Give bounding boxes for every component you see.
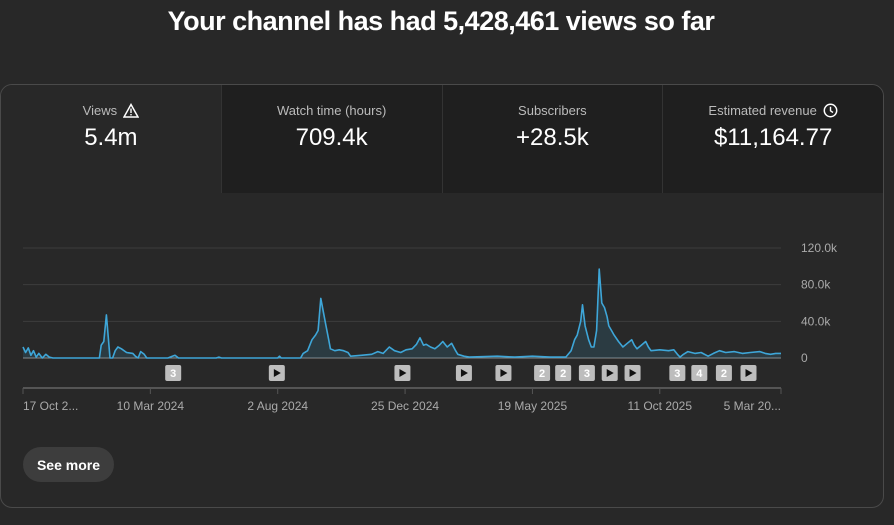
marker-box: [165, 365, 182, 381]
marker-box: [555, 365, 572, 381]
tab-label: Views: [82, 102, 118, 118]
views-chart: 120.0k 80.0k 40.0k 0 3 2 2 3 3 4 2 17 Oct 2... 10 Ma…: [22, 241, 838, 413]
videos-count-marker[interactable]: 4: [691, 365, 708, 381]
marker-box: [691, 365, 708, 381]
see-more-button[interactable]: See more: [23, 447, 114, 482]
videos-count-marker[interactable]: 2: [534, 365, 551, 381]
tab-value: 5.4m: [84, 124, 138, 151]
tab-revenue[interactable]: Estimated revenue $11,164.77: [662, 85, 883, 193]
marker-count: 3: [584, 368, 590, 380]
play-icon: [460, 369, 468, 377]
tab-views[interactable]: Views 5.4m: [1, 85, 221, 193]
marker-count: 3: [674, 368, 680, 380]
videos-count-marker[interactable]: 3: [578, 365, 595, 381]
x-tick-label: 25 Dec 2024: [371, 399, 439, 413]
x-tick-label: 2 Aug 2024: [247, 399, 308, 413]
series-area: [23, 269, 781, 358]
marker-count: 3: [170, 368, 176, 380]
videos-count-marker[interactable]: 2: [555, 365, 572, 381]
x-tick-label: 11 Oct 2025: [628, 399, 693, 413]
video-marker[interactable]: [394, 365, 411, 381]
play-icon: [273, 369, 281, 377]
tab-label: Watch time (hours): [276, 102, 387, 118]
video-marker[interactable]: [455, 365, 472, 381]
y-tick-label: 40.0k: [801, 314, 831, 328]
clock-icon: [823, 103, 838, 117]
marker-count: 2: [539, 368, 545, 380]
x-tick-label: 5 Mar 20...: [724, 399, 781, 413]
tab-label: Subscribers: [518, 102, 587, 118]
play-icon: [399, 369, 407, 377]
video-marker[interactable]: [740, 365, 757, 381]
tab-value: 709.4k: [295, 124, 368, 151]
marker-count: 2: [560, 368, 566, 380]
play-icon: [500, 369, 508, 377]
marker-box: [534, 365, 551, 381]
play-icon: [606, 369, 614, 377]
warning-icon: [123, 102, 140, 118]
x-tick-label: 10 Mar 2024: [117, 399, 185, 413]
marker-box: [715, 365, 732, 381]
video-marker[interactable]: [268, 365, 285, 381]
series-line-views: [22, 268, 781, 359]
tab-value: $11,164.77: [713, 124, 833, 151]
page-title: Your channel has had 5,428,461 views so …: [167, 6, 715, 36]
videos-count-marker[interactable]: 3: [669, 365, 686, 381]
video-marker[interactable]: [624, 365, 641, 381]
y-tick-label: 120.0k: [801, 241, 838, 255]
y-tick-label: 80.0k: [801, 278, 831, 292]
video-marker[interactable]: [601, 365, 618, 381]
play-icon: [629, 369, 637, 377]
tab-watch-time[interactable]: Watch time (hours) 709.4k: [220, 85, 442, 193]
analytics-card: Views 5.4m Watch time (hours) 709.4k Sub…: [0, 84, 884, 508]
video-marker[interactable]: [495, 365, 512, 381]
marker-box: [578, 365, 595, 381]
x-tick-label: 19 May 2025: [498, 399, 568, 413]
videos-count-marker[interactable]: 3: [165, 365, 182, 381]
play-icon: [745, 369, 753, 377]
tab-value: +28.5k: [516, 124, 589, 151]
marker-count: 4: [696, 368, 703, 380]
marker-count: 2: [721, 368, 727, 380]
marker-box: [669, 365, 686, 381]
videos-count-marker[interactable]: 2: [715, 365, 732, 381]
tab-subscribers[interactable]: Subscribers +28.5k: [441, 85, 663, 193]
tab-label: Estimated revenue: [708, 102, 817, 118]
x-tick-label: 17 Oct 2...: [23, 399, 78, 413]
metric-tabs: Views 5.4m Watch time (hours) 709.4k Sub…: [1, 85, 883, 193]
y-tick-label: 0: [801, 351, 808, 365]
